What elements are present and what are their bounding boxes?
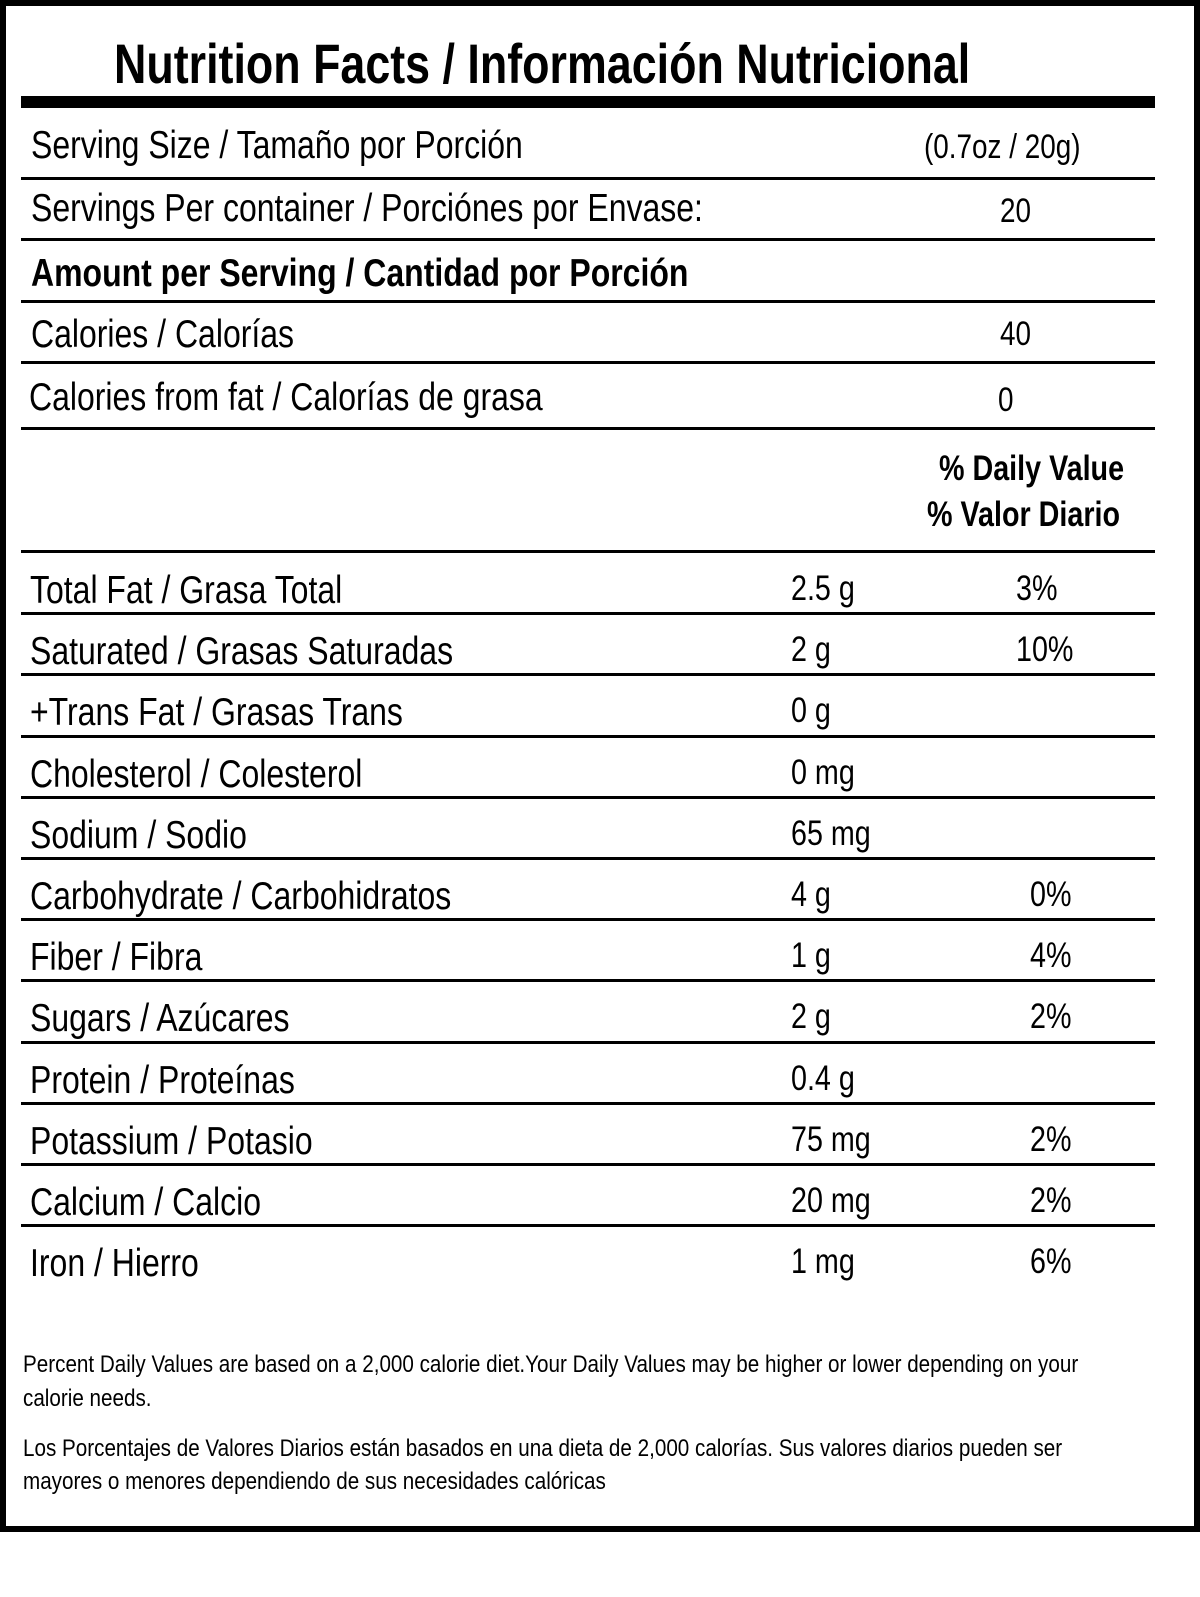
calories-value: 40 bbox=[1000, 315, 1032, 353]
thick-divider bbox=[21, 96, 1155, 108]
nutrient-amount: 2 g bbox=[791, 997, 831, 1037]
divider bbox=[21, 1101, 1155, 1105]
nutrient-daily-value: 4% bbox=[1030, 936, 1072, 976]
divider bbox=[21, 1040, 1155, 1044]
servings-per-container-value: 20 bbox=[1000, 192, 1032, 230]
footnote-en-line1: Percent Daily Values are based on a 2,00… bbox=[23, 1351, 1079, 1378]
amount-per-serving-heading: Amount per Serving / Cantidad por Porció… bbox=[31, 252, 689, 295]
nutrient-label: Calcium / Calcio bbox=[30, 1181, 262, 1224]
divider bbox=[21, 177, 1155, 180]
divider bbox=[21, 238, 1155, 241]
divider bbox=[21, 857, 1155, 860]
divider bbox=[21, 918, 1155, 922]
nutrient-amount: 0 g bbox=[791, 691, 831, 731]
divider bbox=[21, 361, 1155, 364]
nutrient-label: Protein / Proteínas bbox=[30, 1058, 295, 1102]
nutrient-label: Total Fat / Grasa Total bbox=[30, 569, 343, 612]
nutrient-amount: 0.4 g bbox=[791, 1058, 855, 1098]
nutrient-label: +Trans Fat / Grasas Trans bbox=[30, 691, 403, 735]
calories-from-fat-value: 0 bbox=[998, 381, 1014, 419]
nutrient-amount: 20 mg bbox=[791, 1181, 871, 1220]
label-title: Nutrition Facts / Información Nutriciona… bbox=[114, 32, 971, 95]
nutrient-daily-value: 2% bbox=[1030, 997, 1072, 1037]
nutrient-label: Cholesterol / Colesterol bbox=[30, 752, 363, 796]
divider bbox=[21, 550, 1155, 553]
nutrient-amount: 1 mg bbox=[791, 1242, 855, 1282]
nutrient-amount: 2.5 g bbox=[791, 569, 855, 608]
nutrient-daily-value: 0% bbox=[1030, 875, 1072, 914]
calories-from-fat-label: Calories from fat / Calorías de grasa bbox=[29, 376, 543, 419]
divider bbox=[21, 1163, 1155, 1166]
footnote-es-line2: mayores o menores dependiendo de sus nec… bbox=[23, 1468, 606, 1495]
calories-label: Calories / Calorías bbox=[31, 313, 295, 356]
nutrient-daily-value: 3% bbox=[1016, 569, 1058, 608]
nutrient-label: Sugars / Azúcares bbox=[30, 997, 290, 1041]
nutrient-daily-value: 2% bbox=[1030, 1119, 1072, 1159]
nutrient-daily-value: 6% bbox=[1030, 1242, 1072, 1282]
divider bbox=[21, 673, 1155, 677]
nutrient-daily-value: 10% bbox=[1016, 630, 1074, 670]
nutrient-amount: 0 mg bbox=[791, 752, 855, 792]
nutrient-daily-value: 2% bbox=[1030, 1181, 1072, 1220]
nutrition-label bbox=[0, 0, 1200, 1532]
divider bbox=[21, 979, 1155, 983]
serving-size-label: Serving Size / Tamaño por Porción bbox=[31, 124, 523, 167]
nutrient-amount: 1 g bbox=[791, 936, 831, 976]
servings-per-container-label: Servings Per container / Porciónes por E… bbox=[31, 187, 703, 230]
nutrient-label: Iron / Hierro bbox=[30, 1242, 199, 1286]
serving-size-value: (0.7oz / 20g) bbox=[924, 128, 1081, 166]
daily-value-header: % Daily Value bbox=[939, 449, 1125, 488]
footnote-en-line2: calorie needs. bbox=[23, 1385, 152, 1412]
nutrient-label: Fiber / Fibra bbox=[30, 936, 203, 980]
nutrient-label: Saturated / Grasas Saturadas bbox=[30, 630, 454, 674]
divider bbox=[21, 734, 1155, 738]
nutrient-amount: 4 g bbox=[791, 875, 831, 914]
footnote-es-line1: Los Porcentajes de Valores Diarios están… bbox=[23, 1435, 1063, 1462]
valor-diario-header: % Valor Diario bbox=[927, 495, 1121, 534]
nutrient-amount: 2 g bbox=[791, 630, 831, 670]
nutrient-amount: 65 mg bbox=[791, 813, 871, 853]
divider bbox=[21, 427, 1155, 430]
divider bbox=[21, 612, 1155, 616]
nutrient-amount: 75 mg bbox=[791, 1119, 871, 1159]
divider bbox=[21, 1224, 1155, 1228]
nutrient-label: Carbohydrate / Carbohidratos bbox=[30, 875, 452, 918]
nutrient-label: Sodium / Sodio bbox=[30, 813, 247, 857]
nutrient-label: Potassium / Potasio bbox=[30, 1119, 313, 1163]
divider bbox=[21, 795, 1155, 799]
divider bbox=[21, 300, 1155, 303]
